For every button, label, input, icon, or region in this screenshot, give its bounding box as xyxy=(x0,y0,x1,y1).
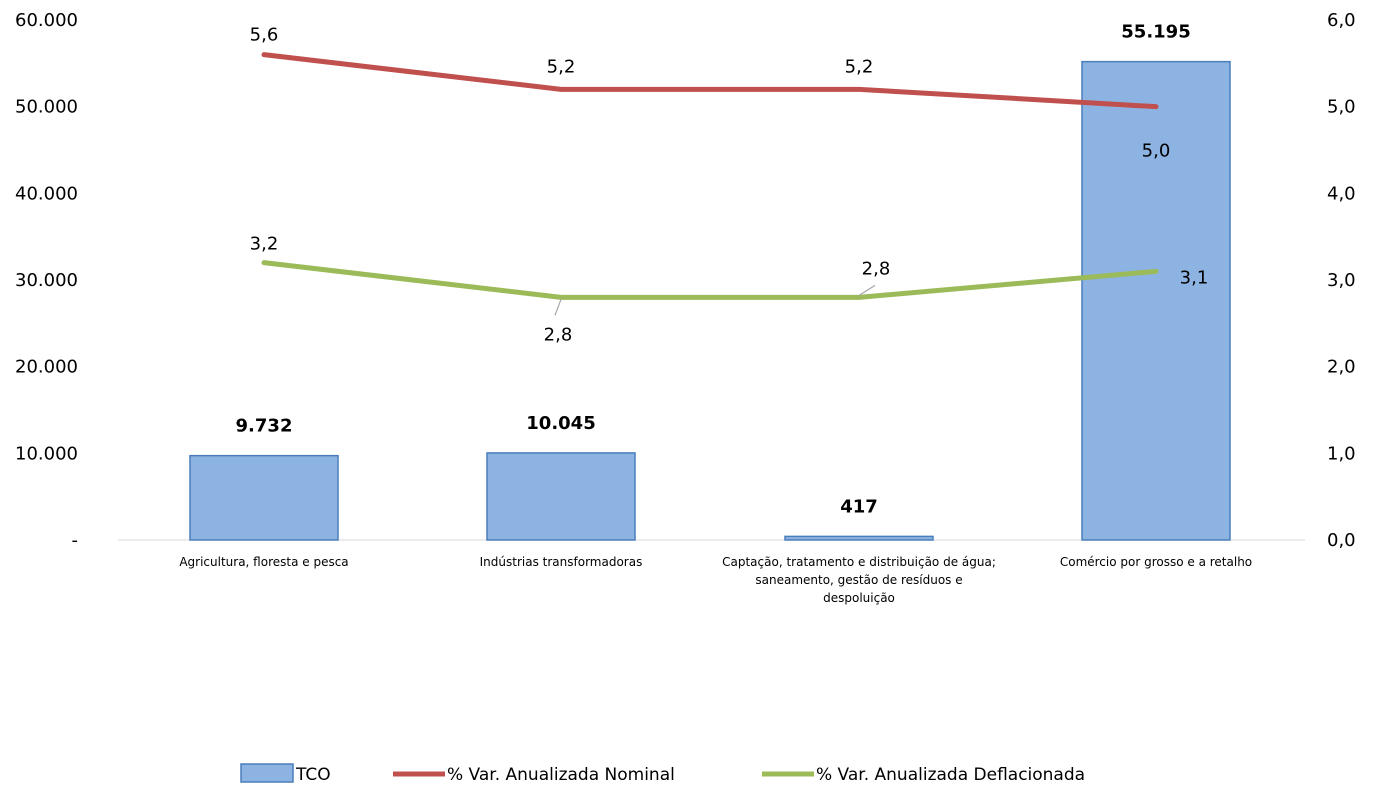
tco-bars xyxy=(189,60,1231,541)
tco-bar xyxy=(784,535,934,541)
nominal-line xyxy=(261,52,1159,110)
left-axis-tick-label: 20.000 xyxy=(15,357,78,378)
label-leader-line xyxy=(554,299,562,316)
legend-label-nominal: % Var. Anualizada Nominal xyxy=(447,765,675,785)
tco-bar-label: 55.195 xyxy=(1121,22,1190,43)
data-labels: 9.732 10.045 417 55.195 5,6 5,2 5,2 5,0 3,2 2,8 2,… xyxy=(236,22,1209,518)
legend-label-deflated: % Var. Anualizada Deflacionada xyxy=(816,765,1085,785)
category-labels: Agricultura, floresta e pesca Indústrias … xyxy=(179,555,1252,605)
tco-bar-label: 10.045 xyxy=(526,413,595,434)
right-axis-tick-label: 4,0 xyxy=(1327,183,1356,204)
right-axis-tick-label: 1,0 xyxy=(1327,443,1356,464)
line-series xyxy=(261,52,1159,300)
deflated-point-label: 2,8 xyxy=(544,324,573,345)
left-axis-tick-label: 50.000 xyxy=(15,97,78,118)
deflated-line xyxy=(261,260,1159,300)
right-axis-tick-label: 2,0 xyxy=(1327,357,1356,378)
legend: TCO % Var. Anualizada Nominal % Var. Anual… xyxy=(240,763,1085,785)
left-axis-tick-label: 40.000 xyxy=(15,183,78,204)
category-label: saneamento, gestão de resíduos e xyxy=(755,573,962,587)
category-label: Agricultura, floresta e pesca xyxy=(179,555,348,569)
right-axis-tick-label: 3,0 xyxy=(1327,270,1356,291)
deflated-point-label: 3,2 xyxy=(250,234,279,255)
nominal-point-label: 5,2 xyxy=(845,56,874,77)
tco-bar xyxy=(1081,60,1231,541)
right-axis: 0,0 1,0 2,0 3,0 4,0 5,0 6,0 xyxy=(1327,10,1356,551)
right-axis-tick-label: 0,0 xyxy=(1327,530,1356,551)
deflated-point-label: 3,1 xyxy=(1180,267,1209,288)
tco-bar xyxy=(486,452,636,541)
category-label: Comércio por grosso e a retalho xyxy=(1060,555,1252,569)
category-label: Indústrias transformadoras xyxy=(480,555,643,569)
left-axis: - 10.000 20.000 30.000 40.000 50.000 60.000 xyxy=(15,10,78,551)
deflated-point-label: 2,8 xyxy=(862,258,891,279)
tco-bar-label: 417 xyxy=(840,496,878,517)
legend-swatch-tco xyxy=(240,763,294,783)
tco-bar-label: 9.732 xyxy=(236,416,293,437)
tco-bar xyxy=(189,454,339,541)
nominal-point-label: 5,6 xyxy=(250,25,279,46)
nominal-point-label: 5,2 xyxy=(547,56,576,77)
category-label: despoluição xyxy=(823,591,895,605)
left-axis-tick-label: 10.000 xyxy=(15,443,78,464)
label-leader-line xyxy=(858,284,876,296)
legend-label-tco: TCO xyxy=(295,765,331,785)
nominal-point-label: 5,0 xyxy=(1142,141,1171,162)
left-axis-tick-label: 30.000 xyxy=(15,270,78,291)
right-axis-tick-label: 6,0 xyxy=(1327,10,1356,31)
left-axis-tick-label: - xyxy=(72,530,79,551)
left-axis-tick-label: 60.000 xyxy=(15,10,78,31)
right-axis-tick-label: 5,0 xyxy=(1327,97,1356,118)
category-label: Captação, tratamento e distribuição de á… xyxy=(722,555,996,569)
